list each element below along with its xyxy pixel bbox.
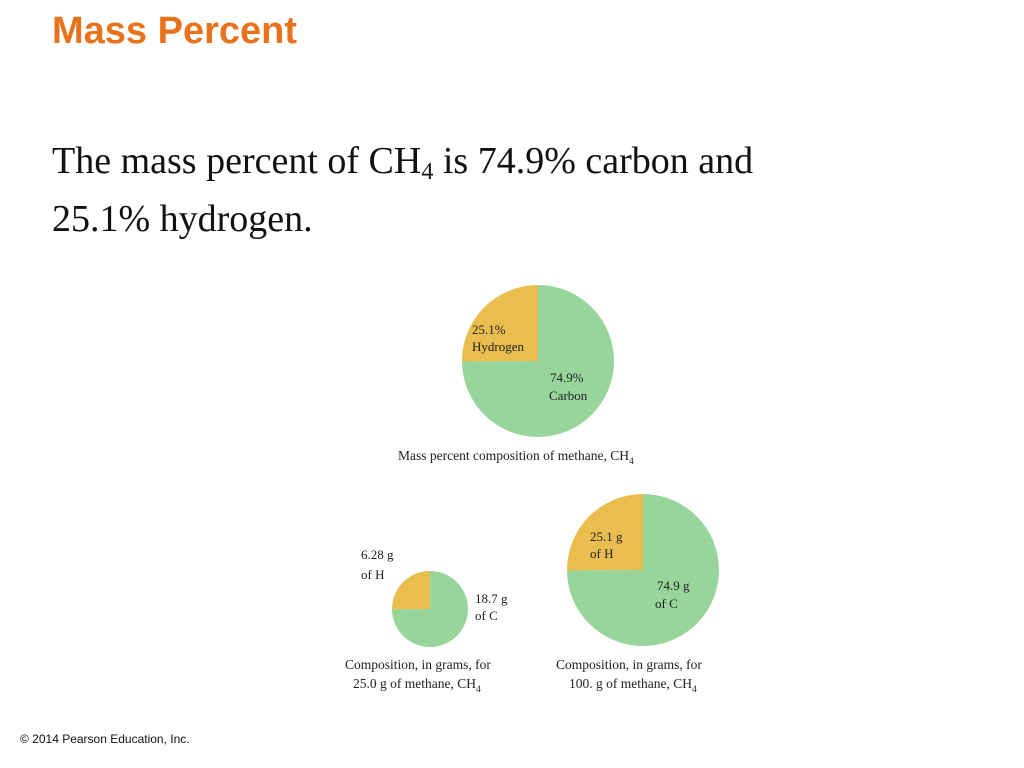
pie1-caption-subscript: 4 xyxy=(629,457,634,467)
pie3-hydrogen-label-line1: 25.1 g xyxy=(590,529,623,544)
pie2-slice-hydrogen xyxy=(392,571,430,610)
pie3-caption-subscript: 4 xyxy=(692,685,697,695)
pie1-hydrogen-label-line2: Hydrogen xyxy=(472,339,524,354)
pie2-carbon-label-line2: of C xyxy=(475,608,498,623)
body-text: The mass percent of CH4 is 74.9% carbon … xyxy=(52,132,952,248)
body-line-1: The mass percent of CH4 is 74.9% carbon … xyxy=(52,132,952,190)
body-line-1-subscript: 4 xyxy=(421,159,434,185)
pie3-caption-line2: 100. g of methane, CH4 xyxy=(569,676,697,695)
pie-chart-25g: 6.28 g of H 18.7 g of C Composition, in … xyxy=(345,547,508,695)
pie2-caption-subscript: 4 xyxy=(476,685,481,695)
pie1-caption-text: Mass percent composition of methane, CH xyxy=(398,448,629,463)
pie-chart-mass-percent: 25.1% Hydrogen 74.9% Carbon Mass percent… xyxy=(398,285,634,467)
pie1-slice-hydrogen xyxy=(462,285,538,362)
body-line-2: 25.1% hydrogen. xyxy=(52,198,313,240)
pie1-carbon-label-line1: 74.9% xyxy=(550,370,584,385)
pie2-caption-text: 25.0 g of methane, CH xyxy=(353,676,476,691)
pie3-slice-hydrogen xyxy=(567,494,643,571)
body-line-1-post: is 74.9% carbon and xyxy=(433,140,754,182)
pie2-hydrogen-label-line1: 6.28 g xyxy=(361,547,394,562)
pie3-hydrogen-label-line2: of H xyxy=(590,546,613,561)
pie3-carbon-label-line2: of C xyxy=(655,596,678,611)
pie2-caption-line2: 25.0 g of methane, CH4 xyxy=(353,676,481,695)
pie2-hydrogen-label-line2: of H xyxy=(361,567,384,582)
pie1-caption: Mass percent composition of methane, CH4 xyxy=(398,448,634,467)
pie2-caption-line1: Composition, in grams, for xyxy=(345,657,491,672)
slide-title: Mass Percent xyxy=(52,10,298,52)
pie3-caption-text: 100. g of methane, CH xyxy=(569,676,692,691)
pie1-hydrogen-label-line1: 25.1% xyxy=(472,322,506,337)
pie2-slice-carbon xyxy=(392,571,469,647)
pie-chart-100g: 25.1 g of H 74.9 g of C Composition, in … xyxy=(556,494,719,695)
pie1-carbon-label-line2: Carbon xyxy=(549,388,588,403)
pie1-slice-carbon xyxy=(462,285,614,438)
pie3-slice-carbon xyxy=(567,494,719,646)
copyright-footer: © 2014 Pearson Education, Inc. xyxy=(20,732,190,746)
pie3-caption-line1: Composition, in grams, for xyxy=(556,657,702,672)
pie3-carbon-label-line1: 74.9 g xyxy=(657,578,690,593)
body-line-1-pre: The mass percent of CH xyxy=(52,140,422,182)
pie2-carbon-label-line1: 18.7 g xyxy=(475,591,508,606)
